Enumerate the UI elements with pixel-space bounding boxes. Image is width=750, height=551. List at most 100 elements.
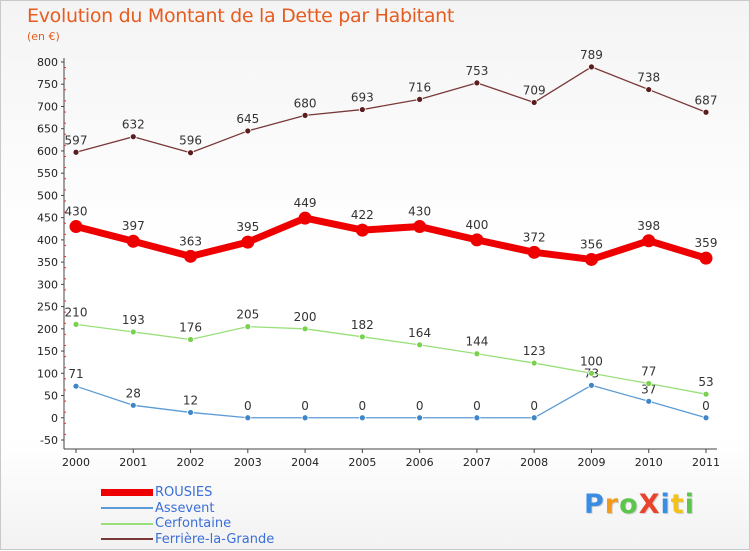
data-label-assevent: 28 — [126, 386, 141, 400]
data-point-cerfontaine — [358, 333, 366, 341]
data-label-cerfontaine: 210 — [65, 305, 88, 319]
data-point-ferri-re-la-grande — [416, 95, 424, 103]
data-point-rousies — [241, 235, 255, 249]
y-tick-label: 350 — [37, 256, 58, 269]
data-label-ferri-re-la-grande: 693 — [351, 91, 374, 105]
data-label-cerfontaine: 200 — [294, 310, 317, 324]
data-label-rousies: 398 — [637, 219, 660, 233]
data-point-assevent — [129, 401, 137, 409]
data-label-cerfontaine: 100 — [580, 354, 603, 368]
data-point-cerfontaine — [530, 359, 538, 367]
data-label-rousies: 397 — [122, 219, 145, 233]
series-line-cerfontaine — [75, 323, 707, 395]
y-tick-label: 800 — [37, 56, 58, 69]
data-label-ferri-re-la-grande: 680 — [294, 96, 317, 110]
data-point-rousies — [69, 220, 83, 234]
data-point-ferri-re-la-grande — [358, 106, 366, 113]
x-tick-label: 2006 — [406, 456, 434, 469]
y-tick-label: -50 — [40, 434, 58, 447]
data-point-assevent — [702, 414, 710, 422]
data-label-cerfontaine: 182 — [351, 318, 374, 332]
data-point-ferri-re-la-grande — [645, 86, 653, 93]
y-tick-label: 550 — [37, 167, 58, 180]
data-label-cerfontaine: 164 — [408, 326, 431, 340]
data-label-ferri-re-la-grande: 753 — [465, 64, 488, 78]
logo-letter: r — [604, 489, 620, 520]
logo-letter: o — [619, 489, 639, 520]
data-point-cerfontaine — [416, 341, 424, 349]
data-point-rousies — [184, 249, 198, 263]
data-point-cerfontaine — [129, 328, 137, 336]
legend-item-assevent: Assevent — [101, 501, 274, 517]
series-line-rousies — [72, 214, 710, 263]
data-point-assevent — [530, 414, 538, 422]
data-point-assevent — [244, 414, 252, 422]
logo-letter: i — [684, 489, 695, 520]
data-point-cerfontaine — [244, 323, 252, 331]
data-label-cerfontaine: 144 — [465, 335, 488, 349]
x-tick-label: 2003 — [234, 456, 262, 469]
data-label-ferri-re-la-grande: 632 — [122, 118, 145, 132]
data-label-ferri-re-la-grande: 789 — [580, 48, 603, 62]
data-point-cerfontaine — [702, 390, 710, 398]
data-point-cerfontaine — [187, 336, 194, 343]
y-tick-label: 100 — [37, 367, 58, 380]
data-point-assevent — [416, 414, 424, 422]
y-tick-label: 600 — [37, 145, 58, 158]
data-label-cerfontaine: 205 — [236, 308, 259, 322]
y-tick-label: 250 — [37, 301, 58, 314]
y-tick-label: 0 — [51, 412, 58, 425]
logo-letter: P — [584, 489, 605, 520]
logo-letter: t — [670, 489, 685, 520]
legend-item-ferri-re-la-grande: Ferrière-la-Grande — [101, 532, 274, 548]
x-tick-label: 2007 — [463, 456, 491, 469]
legend-swatch-ferri-re-la-grande — [101, 538, 153, 541]
proxiti-logo: ProXiti — [584, 489, 695, 520]
data-point-rousies — [584, 252, 598, 266]
y-tick-label: 650 — [37, 123, 58, 136]
data-point-rousies — [642, 234, 656, 248]
legend-label-rousies: ROUSIES — [155, 485, 213, 501]
series-line-assevent — [75, 384, 707, 419]
legend-label-cerfontaine: Cerfontaine — [155, 516, 232, 532]
data-label-ferri-re-la-grande: 709 — [523, 83, 546, 97]
y-tick-label: 400 — [37, 234, 58, 247]
data-label-rousies: 395 — [236, 220, 259, 234]
legend-item-cerfontaine: Cerfontaine — [101, 516, 274, 532]
data-point-rousies — [699, 251, 713, 265]
data-point-assevent — [187, 409, 194, 416]
series-line-ferri-re-la-grande — [75, 66, 707, 154]
data-point-cerfontaine — [588, 369, 595, 377]
legend-swatch-rousies — [101, 489, 153, 497]
data-label-cerfontaine: 176 — [179, 320, 202, 334]
data-point-cerfontaine — [645, 380, 653, 387]
x-tick-label: 2010 — [635, 456, 663, 469]
data-label-rousies: 356 — [580, 237, 603, 251]
legend-swatch-cerfontaine — [101, 522, 153, 525]
data-label-assevent: 0 — [244, 399, 252, 413]
data-label-rousies: 359 — [695, 236, 718, 250]
x-tick-label: 2001 — [119, 456, 147, 469]
x-tick-label: 2008 — [520, 456, 548, 469]
y-tick-label: 750 — [37, 78, 58, 91]
legend-label-ferri-re-la-grande: Ferrière-la-Grande — [155, 531, 275, 547]
chart-subtitle: (en €) — [27, 30, 60, 43]
chart-title: Evolution du Montant de la Dette par Hab… — [27, 5, 455, 27]
x-tick-label: 2000 — [62, 456, 90, 469]
data-point-rousies — [355, 223, 369, 237]
data-label-ferri-re-la-grande: 738 — [637, 71, 660, 85]
data-label-cerfontaine: 123 — [523, 344, 546, 358]
data-label-rousies: 422 — [351, 208, 374, 222]
logo-letter: i — [660, 489, 671, 520]
data-label-cerfontaine: 53 — [698, 375, 713, 389]
data-label-ferri-re-la-grande: 596 — [179, 134, 202, 148]
data-point-rousies — [413, 220, 427, 234]
y-tick-label: 500 — [37, 189, 58, 202]
data-label-assevent: 12 — [183, 393, 198, 407]
data-point-assevent — [645, 397, 653, 405]
y-tick-label: 50 — [44, 390, 58, 403]
data-point-assevent — [588, 381, 595, 389]
data-label-rousies: 363 — [179, 234, 202, 248]
x-tick-label: 2004 — [291, 456, 319, 469]
x-tick-label: 2011 — [692, 456, 720, 469]
